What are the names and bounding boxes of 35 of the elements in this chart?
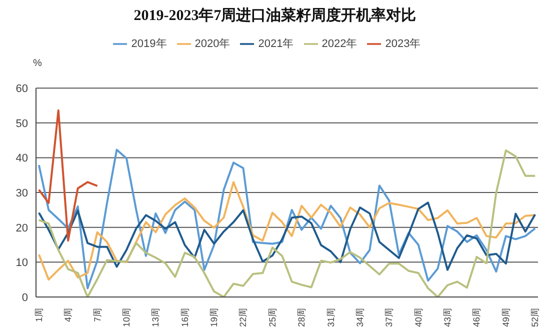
x-tick-label: 13周 [150, 308, 161, 328]
y-tick-label: 10 [16, 257, 28, 270]
x-tick-label: 46周 [472, 308, 482, 328]
x-tick-label: 52周 [530, 308, 540, 328]
legend-label: 2021年 [258, 38, 294, 50]
y-axis-title: % [33, 58, 42, 69]
x-tick-label: 16周 [180, 308, 190, 328]
y-tick-label: 40 [16, 152, 28, 165]
line-series [38, 181, 536, 281]
x-tick-label: 7周 [92, 308, 102, 322]
x-tick-label: 43周 [442, 308, 453, 328]
x-tick-label: 1周 [34, 308, 44, 322]
y-tick-label: 0 [22, 292, 28, 304]
line-series [38, 109, 98, 242]
line-series [38, 202, 536, 271]
x-tick-label: 37周 [384, 308, 394, 328]
legend-label: 2020年 [194, 38, 230, 50]
x-tick-label: 40周 [413, 308, 424, 328]
y-tick-label: 50 [16, 118, 28, 130]
legend-label: 2023年 [385, 38, 421, 50]
chart-title: 2019-2023年7周进口油菜籽周度开机率对比 [132, 6, 418, 25]
legend-label: 2019年 [131, 38, 167, 50]
x-tick-label: 19周 [209, 308, 220, 328]
y-tick-label: 60 [16, 83, 28, 95]
x-tick-label: 10周 [121, 308, 132, 328]
x-tick-label: 49周 [500, 308, 511, 328]
x-tick-label: 31周 [326, 308, 336, 328]
x-tick-label: 25周 [267, 308, 278, 328]
x-tick-label: 28周 [296, 308, 307, 328]
x-tick-label: 22周 [238, 308, 248, 328]
x-tick-label: 4周 [63, 308, 74, 322]
y-tick-label: 30 [16, 187, 28, 200]
y-tick-label: 20 [16, 222, 28, 234]
legend-label: 2022年 [322, 38, 358, 50]
x-tick-label: 34周 [354, 308, 365, 328]
